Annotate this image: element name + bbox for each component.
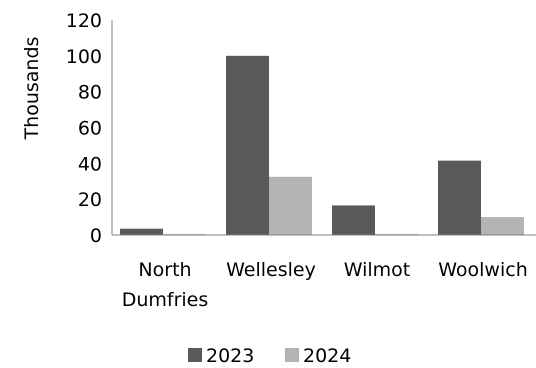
legend-label: 2024	[303, 345, 351, 367]
bar	[120, 228, 163, 235]
y-tick-label: 0	[90, 225, 102, 247]
y-tick-label: 60	[78, 118, 102, 140]
legend: 2023 2024	[188, 345, 351, 367]
bar	[332, 205, 375, 235]
y-tick-label: 20	[78, 189, 102, 211]
legend-label: 2023	[206, 345, 254, 367]
bar	[438, 160, 481, 235]
legend-swatch	[285, 348, 299, 362]
plot-area: 0 20 40 60 80 100 120 North Dumfries Wellesley Wil…	[66, 10, 536, 311]
bar	[481, 217, 524, 235]
bar	[226, 55, 269, 236]
x-category-label: Wellesley	[226, 259, 316, 281]
y-tick-label: 80	[78, 82, 102, 104]
x-category-label: North	[138, 259, 191, 281]
x-category-label: Wilmot	[344, 259, 411, 281]
x-category-label: Woolwich	[438, 259, 528, 281]
bar	[269, 176, 312, 235]
y-tick-label: 120	[66, 10, 102, 32]
y-axis-label: Thousands	[21, 37, 43, 141]
y-tick-label: 40	[78, 153, 102, 175]
x-category-label: Dumfries	[122, 289, 209, 311]
y-tick-label: 100	[66, 46, 102, 68]
legend-swatch	[188, 348, 202, 362]
